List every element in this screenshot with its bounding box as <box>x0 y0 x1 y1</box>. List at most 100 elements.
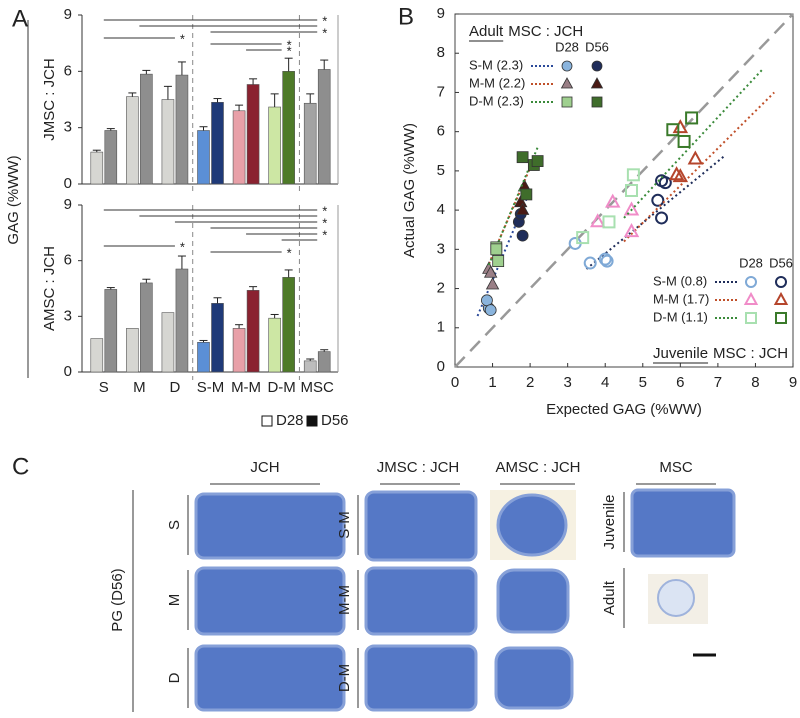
row-label: M <box>166 594 183 607</box>
point <box>598 252 612 266</box>
y-tick-label: 7 <box>437 83 445 100</box>
fit-line <box>623 68 764 219</box>
significance-mark: * <box>322 13 327 28</box>
point <box>677 134 691 148</box>
column-title: JCH <box>250 459 279 476</box>
legend-column: D56 <box>585 39 609 54</box>
significance-mark: * <box>287 245 292 260</box>
y-tick-label: 6 <box>437 123 445 140</box>
legend-label: M-M (1.7) <box>653 291 709 306</box>
x-tick-label: 2 <box>526 374 534 391</box>
error-bar <box>235 324 244 329</box>
y-tick-label: 0 <box>64 363 72 380</box>
legend-column: D28 <box>555 39 579 54</box>
point <box>602 215 616 229</box>
error-bar <box>199 126 208 131</box>
y-tick-label: 1 <box>437 319 445 336</box>
bar <box>104 289 118 373</box>
legend-title: Adult <box>469 23 504 40</box>
error-bar <box>177 61 186 76</box>
point <box>515 202 530 215</box>
sample-image <box>194 492 346 560</box>
legend-column: D28 <box>739 255 763 270</box>
legend-label: M-M (2.2) <box>469 75 525 90</box>
significance-mark: * <box>322 227 327 242</box>
bar <box>232 110 246 185</box>
point <box>672 168 689 183</box>
error-bar <box>199 339 208 343</box>
point <box>655 211 669 225</box>
point <box>492 255 505 268</box>
point <box>658 176 672 190</box>
error-bar <box>106 128 115 131</box>
error-bar <box>106 287 115 290</box>
legend-label: D56 <box>321 412 349 429</box>
point <box>516 229 529 242</box>
legend-marker <box>561 96 573 108</box>
y-tick-label: 3 <box>437 240 445 257</box>
row-label: Juvenile <box>601 494 618 549</box>
error-bar <box>270 93 279 108</box>
bar <box>140 282 153 373</box>
error-bar <box>213 98 222 103</box>
legend-marker <box>743 291 759 305</box>
significance-mark: * <box>322 25 327 40</box>
bar <box>126 328 139 373</box>
point <box>576 231 590 245</box>
x-tick-label: MSC <box>301 379 335 396</box>
sample-image <box>494 646 574 710</box>
point <box>483 265 498 278</box>
point <box>481 294 493 307</box>
bar <box>197 130 210 185</box>
legend-label: S-M (2.3) <box>469 57 523 72</box>
bar <box>317 69 331 185</box>
error-bar <box>270 313 279 319</box>
error-bar <box>213 297 222 304</box>
x-axis-label: Expected GAG (%WW) <box>546 401 702 418</box>
point <box>625 184 639 197</box>
column-title: JMSC : JCH <box>377 459 460 476</box>
point <box>531 155 544 167</box>
x-tick-label: S <box>99 379 109 396</box>
point <box>600 254 614 268</box>
y-axis-label: JMSC : JCH <box>41 58 58 141</box>
point <box>623 201 640 216</box>
sample-image <box>496 568 570 634</box>
panel-label: B <box>398 3 414 30</box>
bar <box>282 71 295 185</box>
bar <box>232 328 246 373</box>
sample-image <box>364 644 478 712</box>
legend-marker <box>773 291 789 305</box>
x-tick-label: D-M <box>267 379 295 396</box>
sample-image <box>364 490 478 562</box>
row-label: M-M <box>336 585 353 615</box>
significance-mark: * <box>180 239 185 254</box>
bar <box>175 74 189 185</box>
y-tick-label: 2 <box>437 280 445 297</box>
error-bar <box>128 92 137 97</box>
bar <box>246 84 260 185</box>
panel-c: C PG (D56) JCH JMSC : JCH AMSC : JCH MSC… <box>12 453 736 712</box>
y-axis-label: GAG (%WW) <box>5 155 22 244</box>
legend-marker <box>775 276 787 288</box>
error-bar <box>249 286 258 291</box>
error-bar <box>320 349 329 352</box>
legend-title: Juvenile <box>653 345 708 362</box>
point <box>666 123 680 137</box>
bar <box>246 290 260 373</box>
column-title: AMSC : JCH <box>495 459 580 476</box>
legend-label: S-M (0.8) <box>653 273 707 288</box>
error-bar <box>235 104 244 111</box>
point <box>685 111 699 125</box>
fit-line <box>623 91 775 243</box>
plot-frame <box>454 13 794 368</box>
point <box>672 119 689 134</box>
point <box>626 168 640 182</box>
row-label: D <box>166 672 183 683</box>
bar <box>161 312 175 373</box>
bar <box>268 317 281 373</box>
point <box>604 193 621 208</box>
legend-label: D28 <box>276 412 304 429</box>
point <box>687 150 704 165</box>
